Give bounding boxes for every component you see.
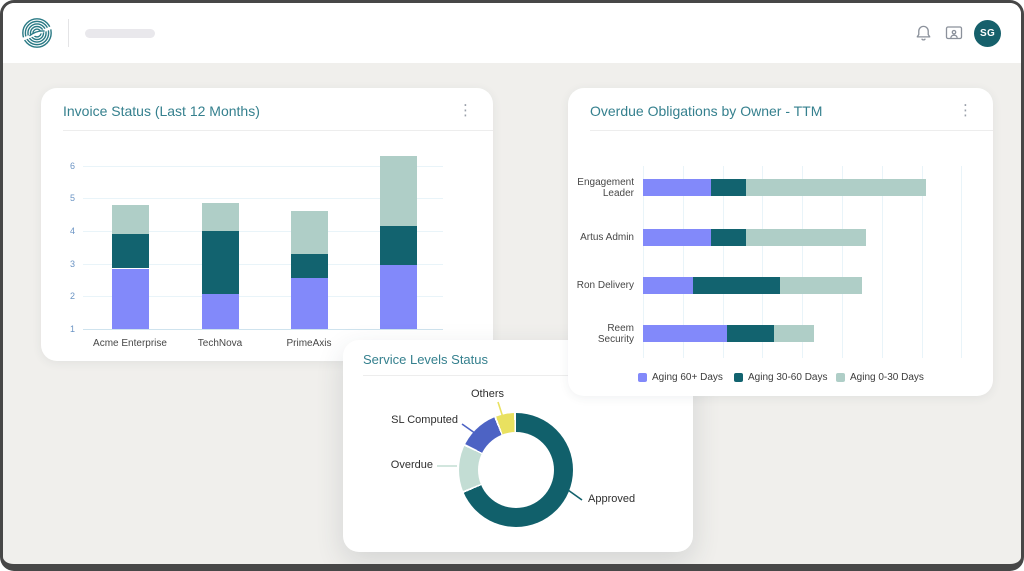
stacked-bar-segment[interactable] — [111, 234, 149, 269]
donut-hole — [478, 432, 554, 508]
stacked-bar-segment[interactable] — [379, 265, 417, 329]
x-gridline — [643, 166, 644, 358]
invoice-status-chart: 1 2 3 4 5 6 Acme Enterprise TechNova PrimeAxis — [41, 134, 493, 361]
stacked-bar-segment[interactable] — [774, 325, 815, 342]
y-tick-label: 4 — [69, 225, 75, 236]
legend-item: Aging 30-60 Days — [734, 372, 828, 383]
overdue-obligations-chart: Engagement Leader Artus Admin Ron Delivery… — [568, 134, 993, 396]
overdue-obligations-card: Overdue Obligations by Owner - TTM ⋮ Eng… — [568, 88, 993, 396]
y-gridline — [83, 230, 443, 232]
stacked-bar-segment[interactable] — [643, 179, 711, 196]
stacked-bar-segment[interactable] — [780, 277, 862, 294]
stacked-bar-segment[interactable] — [692, 277, 781, 294]
notifications-bell-icon[interactable] — [912, 22, 934, 44]
stacked-bar-segment[interactable] — [201, 230, 239, 294]
y-tick-label: 2 — [69, 291, 75, 302]
x-gridline — [722, 166, 724, 358]
y-gridline — [83, 165, 443, 167]
service-levels-donut[interactable] — [459, 413, 573, 527]
card-divider — [63, 130, 493, 131]
stacked-bar-segment[interactable] — [290, 211, 328, 254]
x-gridline — [762, 166, 764, 358]
legend-item: Aging 60+ Days — [638, 372, 723, 383]
y-tick-label: 1 — [69, 324, 75, 334]
brand-logo-icon[interactable] — [20, 16, 54, 50]
stacked-bar-segment[interactable] — [710, 179, 747, 196]
invoice-status-card: Invoice Status (Last 12 Months) ⋮ 1 2 3 4 5 6… — [41, 88, 493, 361]
top-header: SG — [3, 3, 1021, 63]
y-gridline — [83, 329, 443, 330]
legend-swatch — [836, 373, 845, 382]
donut-label-approved: Approved — [588, 493, 636, 505]
header-divider — [68, 19, 69, 47]
overdue-obligations-menu-button[interactable]: ⋮ — [958, 102, 973, 119]
x-gridline — [881, 166, 883, 358]
legend-label: Aging 30-60 Days — [748, 372, 828, 383]
card-divider — [363, 375, 693, 376]
card-divider — [590, 130, 993, 131]
row-category-label: Artus Admin — [580, 232, 634, 243]
stacked-bar-segment[interactable] — [746, 229, 866, 246]
row-category-label: Engagement Leader — [577, 176, 634, 199]
row-category-label: Reem Security — [597, 322, 634, 345]
legend-item: Aging 0-30 Days — [836, 372, 924, 383]
row-category-label: Ron Delivery — [576, 280, 634, 291]
service-levels-card: Service Levels Status Others SL Computed… — [343, 340, 693, 552]
stacked-bar-segment[interactable] — [290, 278, 328, 329]
stacked-bar-segment[interactable] — [710, 229, 747, 246]
stacked-bar-segment[interactable] — [726, 325, 775, 342]
stacked-bar-segment[interactable] — [746, 179, 926, 196]
legend-label: Aging 60+ Days — [652, 372, 723, 383]
breadcrumb-skeleton — [85, 28, 155, 38]
y-gridline — [83, 263, 443, 265]
y-gridline — [83, 198, 443, 200]
overdue-obligations-title: Overdue Obligations by Owner - TTM — [590, 102, 823, 119]
y-tick-label: 3 — [69, 258, 75, 269]
stacked-bar-segment[interactable] — [111, 268, 149, 329]
stacked-bar-segment[interactable] — [379, 155, 417, 226]
invoice-status-menu-button[interactable]: ⋮ — [458, 102, 473, 119]
legend-swatch — [734, 373, 743, 382]
stacked-bar-segment[interactable] — [643, 277, 693, 294]
x-gridline — [842, 166, 843, 358]
screen-share-user-icon[interactable] — [943, 22, 965, 44]
x-gridline — [921, 166, 923, 358]
donut-label-overdue: Overdue — [390, 459, 433, 471]
x-category-label: TechNova — [197, 338, 243, 349]
y-tick-label: 6 — [69, 160, 75, 171]
donut-label-sl-computed: SL Computed — [391, 414, 458, 426]
stacked-bar-segment[interactable] — [201, 293, 239, 329]
donut-label-others: Others — [471, 388, 505, 400]
stacked-bar-segment[interactable] — [379, 225, 417, 266]
legend-label: Aging 0-30 Days — [850, 372, 924, 383]
stacked-bar-segment[interactable] — [643, 325, 727, 342]
x-category-label: Acme Enterprise — [93, 338, 167, 349]
legend-swatch — [638, 373, 647, 382]
avatar-initials: SG — [979, 27, 996, 39]
x-category-label: PrimeAxis — [286, 338, 332, 349]
stacked-bar-segment[interactable] — [201, 203, 239, 231]
invoice-status-title: Invoice Status (Last 12 Months) — [63, 102, 260, 119]
x-gridline — [802, 166, 804, 358]
y-gridline — [83, 296, 443, 298]
x-gridline — [682, 166, 684, 358]
stacked-bar-segment[interactable] — [111, 205, 149, 235]
y-tick-label: 5 — [69, 193, 75, 204]
service-levels-title: Service Levels Status — [363, 352, 489, 367]
stacked-bar-segment[interactable] — [290, 253, 328, 279]
user-avatar[interactable]: SG — [974, 19, 1001, 47]
stacked-bar-segment[interactable] — [643, 229, 711, 246]
x-gridline — [961, 166, 963, 358]
